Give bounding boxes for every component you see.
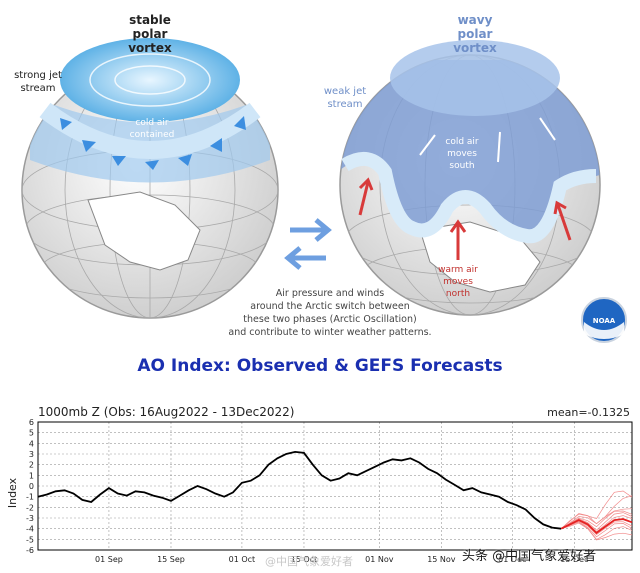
jet-label-right-1: weak jet [324,86,366,97]
illustration-caption: Air pressure and winds around the Arctic… [228,288,431,338]
y-tick-label: -4 [26,525,34,534]
y-tick-label: -3 [26,514,34,523]
north-america-left [87,191,201,271]
weak-jet-stream-band [341,151,597,244]
noaa-logo-text: NOAA [593,317,616,325]
caption-line-3: these two phases (Arctic Oscillation) [243,314,416,325]
cold-label-1: cold air [445,137,479,147]
y-tick-label: -2 [26,503,34,512]
jet-label-right-2: stream [327,99,362,110]
y-tick-label: -5 [26,535,34,544]
x-tick-label: 15 Nov [427,555,456,564]
chart-section-title: AO Index: Observed & GEFS Forecasts [137,356,503,376]
ensemble-member-line [560,490,633,529]
ao-index-chart: 1000mb Z (Obs: 16Aug2022 - 13Dec2022) me… [6,405,633,564]
watermark-faint: @中国气象爱好者 [265,555,353,568]
y-tick-label: 6 [29,418,34,427]
observed-series-line [37,450,562,530]
wavy-polar-vortex [390,40,560,116]
strong-jet-stream-band [39,102,261,159]
y-tick-labels: -6 -5-4 -3 -2-1 0 12 3 45 6 [26,418,34,555]
stable-polar-vortex [60,38,240,122]
grid-lines [38,421,632,551]
y-tick-label: 0 [29,482,34,491]
vortex-label-right-3: vortex [453,41,497,55]
y-tick-label: 4 [29,439,34,448]
x-tick-label: 01 Oct [229,555,256,564]
plot-title: 1000mb Z (Obs: 16Aug2022 - 13Dec2022) [38,405,294,419]
x-tick-label: 01 Nov [365,555,394,564]
y-tick-label: -6 [26,546,34,555]
jet-label-left-1: strong jet [14,70,62,81]
caption-line-1: Air pressure and winds [276,288,384,299]
mean-annotation: mean=-0.1325 [547,406,630,419]
jet-label-left-2: stream [20,83,55,94]
right-globe: wavy polar vortex weak jet stream cold a… [324,13,601,316]
warm-label-2: moves [443,277,473,287]
forecast-ensemble [560,490,633,541]
x-tick-label: 01 Sep [95,555,123,564]
plot-frame [37,421,633,551]
vortex-label-left-1: stable [129,13,171,27]
y-tick-label: 2 [29,461,34,470]
cold-label-3: south [449,161,474,171]
x-tick-label: 01 Dec [498,555,526,564]
caption-line-2: around the Arctic switch between [250,301,410,312]
vortex-label-right-2: polar [458,27,493,41]
y-tick-label: 1 [29,471,34,480]
ensemble-member-line [560,521,633,538]
air-label-left-1: cold air [135,118,169,128]
x-tick-label: 15 Dec [560,555,588,564]
left-globe: stable polar vortex strong jet stream co… [14,13,279,319]
vortex-label-left-3: vortex [128,41,172,55]
watermark-main: 头条 @中国气象爱好者 [462,549,597,564]
noaa-logo: NOAA [581,297,627,343]
vortex-label-right-1: wavy [458,13,493,27]
y-tick-label: -1 [26,493,34,502]
y-tick-label: 3 [29,450,34,459]
x-tick-labels: 01 Sep 15 Sep 01 Oct 15 Oct 01 Nov 15 Nov 01 D… [95,555,588,564]
y-tick-label: 5 [29,429,34,438]
ensemble-member-line [561,522,633,541]
arctic-oscillation-illustration: stable polar vortex strong jet stream co… [14,13,627,343]
cold-label-2: moves [447,149,477,159]
ensemble-member-line [560,510,633,529]
phase-switch-arrows [284,218,332,270]
y-axis-label: Index [6,477,19,508]
x-tick-label: 15 Oct [291,555,318,564]
air-label-left-2: contained [130,130,175,140]
vortex-label-left-2: polar [133,27,168,41]
forecast-mean-line [560,518,633,535]
north-america-right [419,221,541,293]
x-tick-label: 15 Sep [157,555,185,564]
warm-label-1: warm air [438,265,478,275]
caption-line-4: and contribute to winter weather pattern… [228,327,431,338]
warm-label-3: north [446,289,470,299]
